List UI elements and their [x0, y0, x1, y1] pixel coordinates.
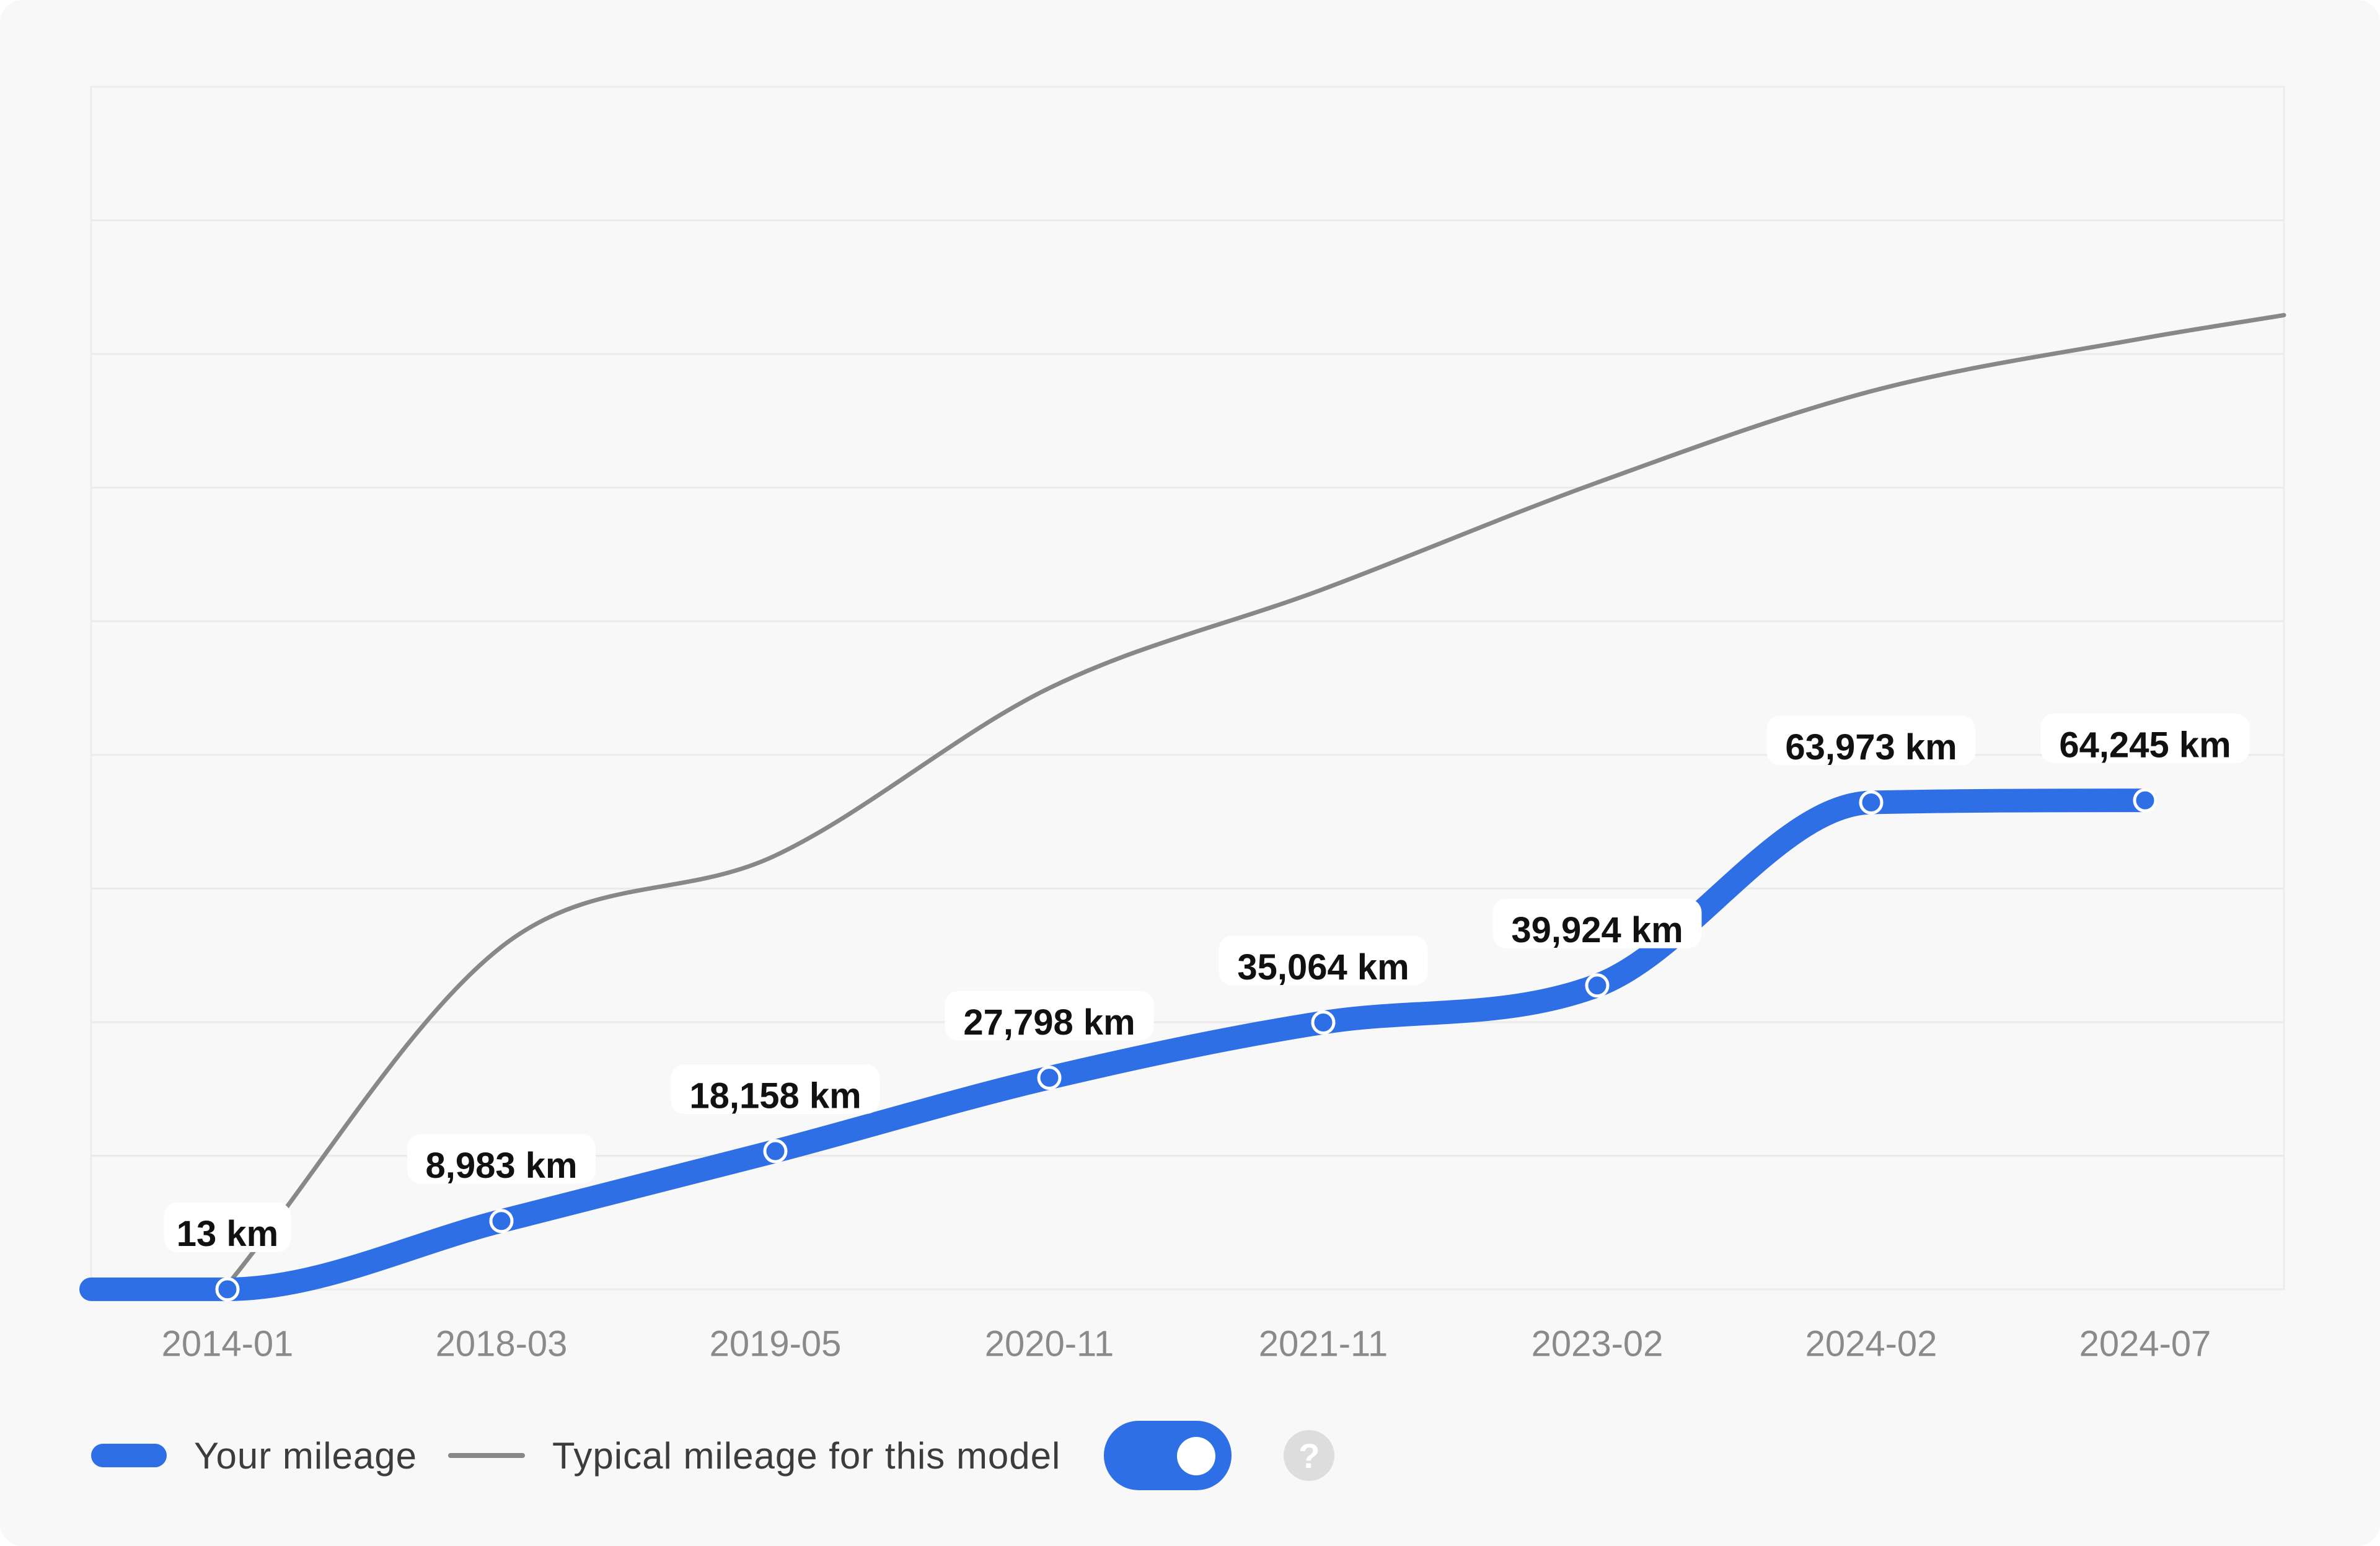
data-labels: 13 km 8,983 km 18,158 km 27,798 km 35,064 km… — [164, 713, 2250, 1254]
data-label: 27,798 km — [963, 1002, 1135, 1043]
grid-lines — [91, 219, 2284, 1157]
x-axis-ticks: 2014-01 2018-03 2019-05 2020-11 2021-11 2023-… — [162, 1323, 2211, 1364]
data-label-bg — [671, 1064, 880, 1115]
x-tick-label: 2014-01 — [162, 1323, 294, 1364]
data-point — [489, 1209, 514, 1234]
x-tick-label: 2023-02 — [1532, 1323, 1664, 1364]
typical-mileage-line — [225, 312, 2286, 1288]
data-label-bg — [945, 991, 1154, 1041]
plot-area — [90, 86, 2285, 1291]
typical-mileage-toggle[interactable] — [1104, 1421, 1232, 1490]
x-tick-label: 2018-03 — [436, 1323, 568, 1364]
data-label: 64,245 km — [2059, 725, 2231, 765]
data-label: 39,924 km — [1511, 910, 1683, 950]
data-point — [763, 1139, 788, 1164]
x-tick-label: 2021-11 — [1259, 1323, 1388, 1364]
data-point — [1585, 973, 1610, 998]
help-icon[interactable]: ? — [1284, 1430, 1335, 1481]
your-mileage-swatch — [91, 1444, 167, 1467]
x-tick-label: 2024-02 — [1805, 1323, 1937, 1364]
help-glyph: ? — [1298, 1436, 1320, 1475]
x-tick-label: 2019-05 — [710, 1323, 842, 1364]
toggle-knob — [1177, 1437, 1216, 1475]
data-label: 18,158 km — [689, 1076, 861, 1116]
data-label: 13 km — [177, 1214, 278, 1254]
x-tick-label: 2020-11 — [985, 1323, 1114, 1364]
data-point — [1859, 790, 1884, 815]
x-tick-label: 2024-07 — [2079, 1323, 2211, 1364]
typical-mileage-swatch — [448, 1453, 526, 1458]
legend-label-typical-mileage: Typical mileage for this model — [552, 1434, 1061, 1477]
data-label: 63,973 km — [1785, 727, 1957, 767]
data-point — [1311, 1010, 1336, 1035]
data-label-bg — [407, 1134, 596, 1184]
data-point — [2133, 788, 2157, 813]
your-mileage-line — [79, 788, 2157, 1301]
your-mileage-series — [79, 788, 2157, 1301]
legend-label-your-mileage: Your mileage — [194, 1434, 418, 1477]
data-points — [215, 788, 2157, 1302]
legend-item-typical-mileage: Typical mileage for this model — [448, 1434, 1060, 1477]
data-label-bg — [2040, 713, 2250, 764]
data-label-bg — [1219, 935, 1428, 986]
data-label: 8,983 km — [425, 1146, 577, 1186]
data-label-bg — [1766, 715, 1976, 766]
typical-mileage-series — [225, 312, 2286, 1288]
data-label-bg — [164, 1202, 291, 1252]
data-label: 35,064 km — [1237, 947, 1409, 987]
data-point — [215, 1277, 240, 1302]
data-label-bg — [1492, 898, 1702, 948]
legend-item-your-mileage: Your mileage — [91, 1434, 417, 1477]
legend: Your mileage Typical mileage for this mo… — [91, 1421, 1335, 1490]
data-point — [1037, 1066, 1062, 1090]
